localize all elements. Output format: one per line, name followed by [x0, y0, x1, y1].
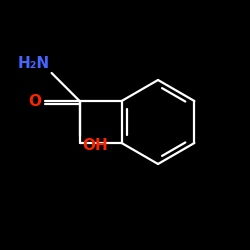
- Text: H₂N: H₂N: [18, 56, 50, 71]
- Text: O: O: [29, 94, 42, 108]
- Text: OH: OH: [83, 138, 108, 153]
